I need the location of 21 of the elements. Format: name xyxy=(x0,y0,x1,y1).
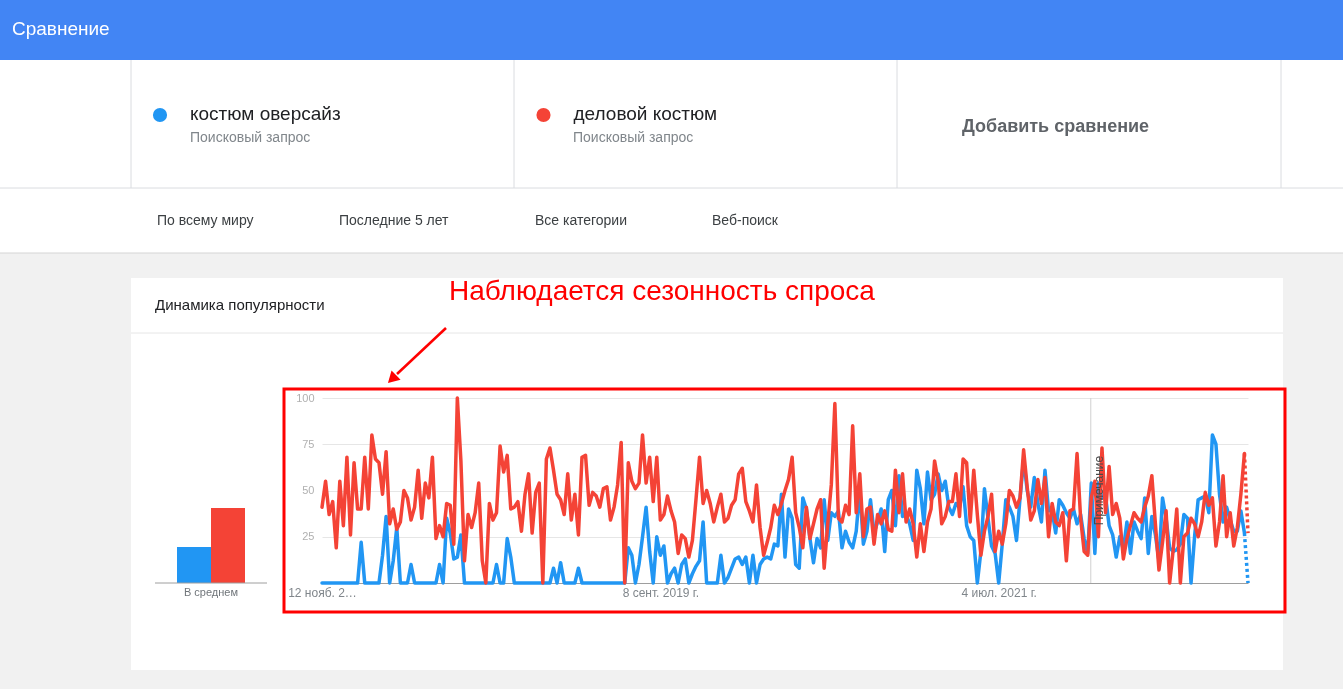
ref-line-label: Примечание xyxy=(1091,455,1106,526)
x-axis-title: В среднем xyxy=(183,586,239,598)
legend-label: костюм оверсайз xyxy=(190,103,341,124)
x-tick-label: 12 нояб. 2… xyxy=(288,585,357,600)
text: Последние 5 лет xyxy=(339,212,450,228)
text: Все категории xyxy=(535,212,627,228)
text: Поисковый запрос xyxy=(573,129,694,145)
legend-label: деловой костюм xyxy=(573,103,718,124)
y-tick-label: 50 xyxy=(302,484,315,496)
x-tick-label: 4 июл. 2021 г. xyxy=(961,585,1037,600)
text: Поисковый запрос xyxy=(190,129,311,145)
y-tick-label: 100 xyxy=(296,391,315,404)
text: Наблюдается сезонность спроса xyxy=(449,275,876,306)
text: Веб-поиск xyxy=(712,212,779,228)
y-tick-label: 25 xyxy=(302,530,315,543)
text: По всему миру xyxy=(157,212,254,228)
x-tick-label: 8 сент. 2019 г. xyxy=(622,585,700,600)
chart-title: Динамика популярности xyxy=(155,296,325,313)
text: Сравнение xyxy=(12,18,110,39)
y-tick-label: 75 xyxy=(302,437,315,450)
text: Добавить сравнение xyxy=(962,116,1150,136)
